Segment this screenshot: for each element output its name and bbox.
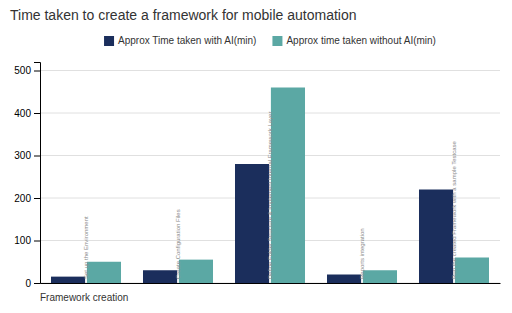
bar xyxy=(179,260,213,283)
tick-label: 300 xyxy=(14,150,31,161)
category-label: Run the created Framework with a sample … xyxy=(451,140,457,279)
category-label: Reports integration xyxy=(359,228,365,279)
axis-line xyxy=(41,283,501,284)
y-axis: 0 100 200 300 400 500 xyxy=(14,63,40,289)
plot: 0 100 200 300 400 500 Set up the Environment Cr… xyxy=(14,63,500,289)
tick: 500 xyxy=(14,65,40,76)
chart: Time taken to create a framework for mob… xyxy=(0,0,512,313)
tick-label: 500 xyxy=(14,65,31,76)
legend-item: Approx time taken without AI(min) xyxy=(272,35,436,46)
tick-label: 400 xyxy=(14,108,31,119)
category-label: Set up the Environment xyxy=(83,216,89,279)
title: Time taken to create a framework for mob… xyxy=(10,7,357,23)
tick: 200 xyxy=(14,193,40,204)
grid xyxy=(40,71,500,284)
bar-series xyxy=(87,88,489,284)
tick-label: 200 xyxy=(14,193,31,204)
bar xyxy=(419,190,453,284)
legend-swatch xyxy=(272,36,282,46)
category-labels: Set up the Environment Create Configurati… xyxy=(83,112,457,279)
legend-label: Approx Time taken with AI(min) xyxy=(118,35,256,46)
tick-label: 100 xyxy=(14,235,31,246)
legend-swatch xyxy=(104,36,114,46)
tick-mark xyxy=(34,241,40,242)
bar xyxy=(363,270,397,283)
bar xyxy=(51,277,85,283)
axis-line xyxy=(34,63,41,284)
tick-mark xyxy=(34,283,40,284)
tick: 100 xyxy=(14,235,40,246)
grid-line xyxy=(40,70,500,71)
bar xyxy=(271,88,305,284)
legend-label: Approx time taken without AI(min) xyxy=(286,35,436,46)
legend: Approx Time taken with AI(min) Approx tim… xyxy=(104,35,436,46)
bar xyxy=(455,258,489,284)
tick: 0 xyxy=(25,278,40,289)
tick-mark xyxy=(34,113,40,114)
legend-item: Approx Time taken with AI(min) xyxy=(104,35,256,46)
bar xyxy=(327,275,361,284)
x-axis xyxy=(41,283,501,284)
tick: 300 xyxy=(14,150,40,161)
bar-series xyxy=(51,164,453,283)
bar xyxy=(87,262,121,283)
x-axis-label: Framework creation xyxy=(40,292,128,303)
bars xyxy=(51,88,489,284)
category-label: Create Configuration Files xyxy=(175,209,181,279)
tick-mark xyxy=(34,71,40,72)
tick-label: 0 xyxy=(25,278,31,289)
tick: 400 xyxy=(14,108,40,119)
category-label: Define Folder Structure & Implement Inte… xyxy=(267,112,273,279)
bar xyxy=(235,164,269,283)
bar xyxy=(143,270,177,283)
tick-mark xyxy=(34,198,40,199)
tick-mark xyxy=(34,156,40,157)
